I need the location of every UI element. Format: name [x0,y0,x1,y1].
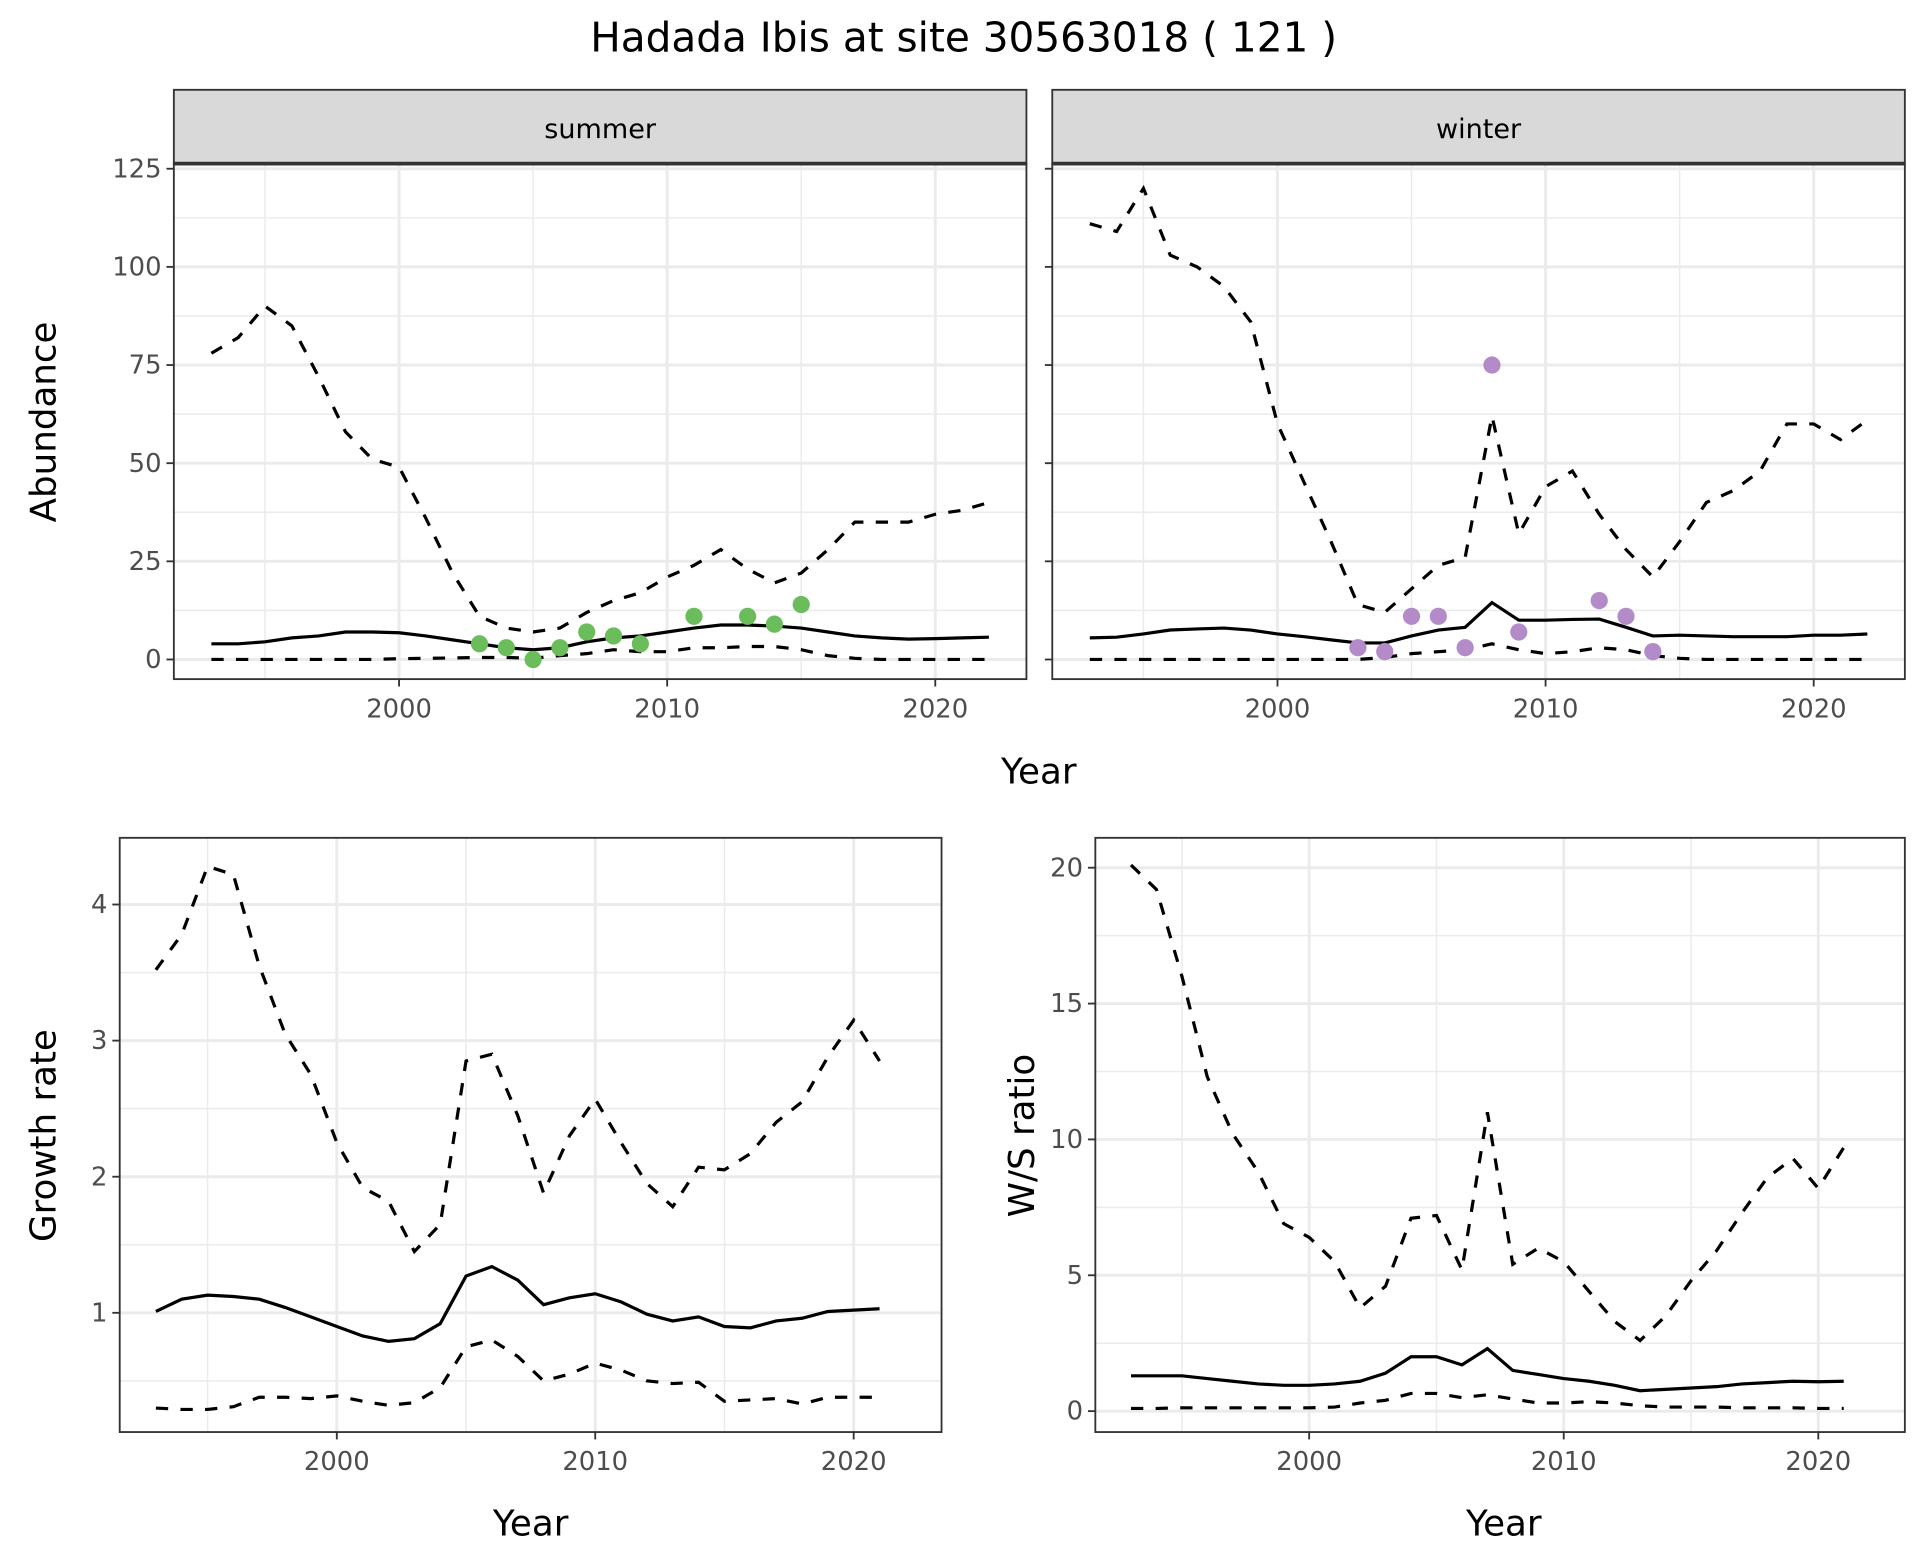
series-line-upper [154,864,881,1255]
top-y-axis-title: Abundance [24,322,65,523]
x-tick-label: 2020 [821,1447,887,1477]
growth-x-axis-title: Year [492,1503,569,1544]
x-tick-label: 2020 [902,694,968,724]
x-tick-label: 2000 [1245,694,1311,724]
plot-background [119,837,942,1433]
y-tick-label: 100 [112,252,161,282]
x-tick-label: 2010 [562,1447,628,1477]
panel-summer: summer 2000 2010 2020 0 25 50 75 100 125 [112,88,1028,724]
data-point [738,607,757,625]
x-tick-label: 2020 [1781,694,1847,724]
series-line-upper [1129,863,1846,1343]
facet-strip-label: winter [1436,114,1522,145]
ws-y-axis-title: W/S ratio [1002,1054,1043,1217]
data-point [604,627,623,645]
data-point [1644,643,1662,661]
y-tick-label: 25 [129,547,162,577]
data-point [631,635,649,653]
data-point [1429,607,1447,625]
ws-x-axis-title: Year [1465,1503,1542,1544]
series-line-lower [155,1338,880,1412]
y-tick-label: 125 [112,154,161,184]
y-tick-label: 4 [91,890,107,920]
data-point [578,623,596,641]
y-tick-label: 1 [91,1298,107,1328]
panel-growth: 2000 2010 2020 1 2 3 4 [91,836,943,1477]
series-line-upper [210,303,990,634]
panel-border [118,836,943,1433]
y-tick-label: 10 [1050,1125,1083,1155]
series-line-lower [211,644,989,662]
series-line-mean [155,1264,880,1343]
facet-strip [1051,88,1906,165]
x-tick-label: 2000 [366,694,432,724]
plot-background [1052,163,1905,680]
panel-ws_ratio: 2000 2010 2020 0 5 10 15 20 [1050,836,1906,1477]
y-tick-label: 5 [1067,1261,1083,1291]
x-tick-label: 2000 [304,1447,370,1477]
growth-y-axis-title: Growth rate [24,1029,65,1242]
y-tick-label: 75 [129,351,162,381]
y-tick-label: 20 [1050,853,1083,883]
data-point [685,607,703,625]
panel-border [1094,836,1906,1433]
y-tick-label: 0 [145,645,161,675]
y-tick-label: 50 [129,449,162,479]
data-point [524,650,542,669]
data-point [470,635,489,653]
x-tick-label: 2010 [634,694,700,724]
series-line-lower [1131,1391,1844,1411]
facet-strip-label: summer [544,114,657,145]
data-point [1617,607,1635,625]
data-point [551,639,569,657]
data-point [792,595,810,614]
data-point [497,639,515,657]
data-point [1376,643,1394,661]
y-tick-label: 3 [91,1026,107,1056]
data-point [1510,623,1528,641]
y-tick-label: 2 [91,1162,107,1192]
y-tick-label: 15 [1050,989,1083,1019]
x-tick-label: 2020 [1785,1447,1851,1477]
top-x-axis-title: Year [1000,752,1077,793]
series-line-mean [1131,1346,1844,1393]
plot-background [173,163,1027,680]
x-tick-label: 2010 [1531,1447,1597,1477]
y-tick-label: 0 [1067,1397,1083,1427]
series-line-upper [1089,184,1869,615]
data-point [765,615,784,633]
data-point [1483,356,1501,374]
panel-winter: winter 2000 2010 2020 [1044,88,1906,724]
plot-background [1095,837,1905,1433]
x-tick-label: 2010 [1513,694,1579,724]
data-point [1349,639,1367,657]
data-point [1402,607,1421,625]
data-point [1590,591,1608,610]
data-point [1456,639,1474,657]
series-line-mean [1089,600,1868,645]
chart-title: Hadada Ibis at site 30563018 ( 121 ) [590,14,1337,62]
x-tick-label: 2000 [1276,1447,1342,1477]
series-line-mean [211,623,989,652]
series-line-lower [1089,642,1868,662]
